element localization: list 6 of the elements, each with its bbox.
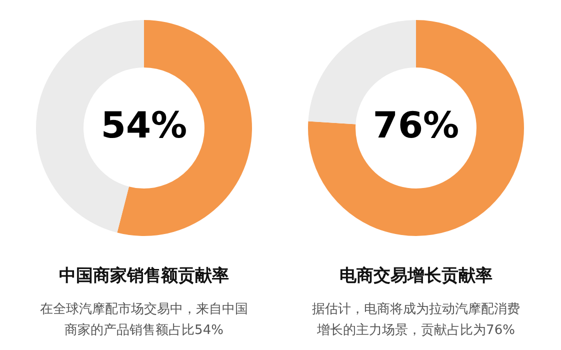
- data-label: 76%: [372, 105, 460, 146]
- text: 在全球汽摩配市场交易中，来自中国商家的产品销售额占比54%: [39, 301, 249, 340]
- text: 据估计，电商将成为拉动汽摩配消费增长的主力场景，贡献占比为76%: [311, 301, 521, 340]
- text: 电商交易增长贡献率: [340, 265, 492, 287]
- text: 中国商家销售额贡献率: [59, 265, 229, 287]
- data-label: 54%: [100, 105, 188, 146]
